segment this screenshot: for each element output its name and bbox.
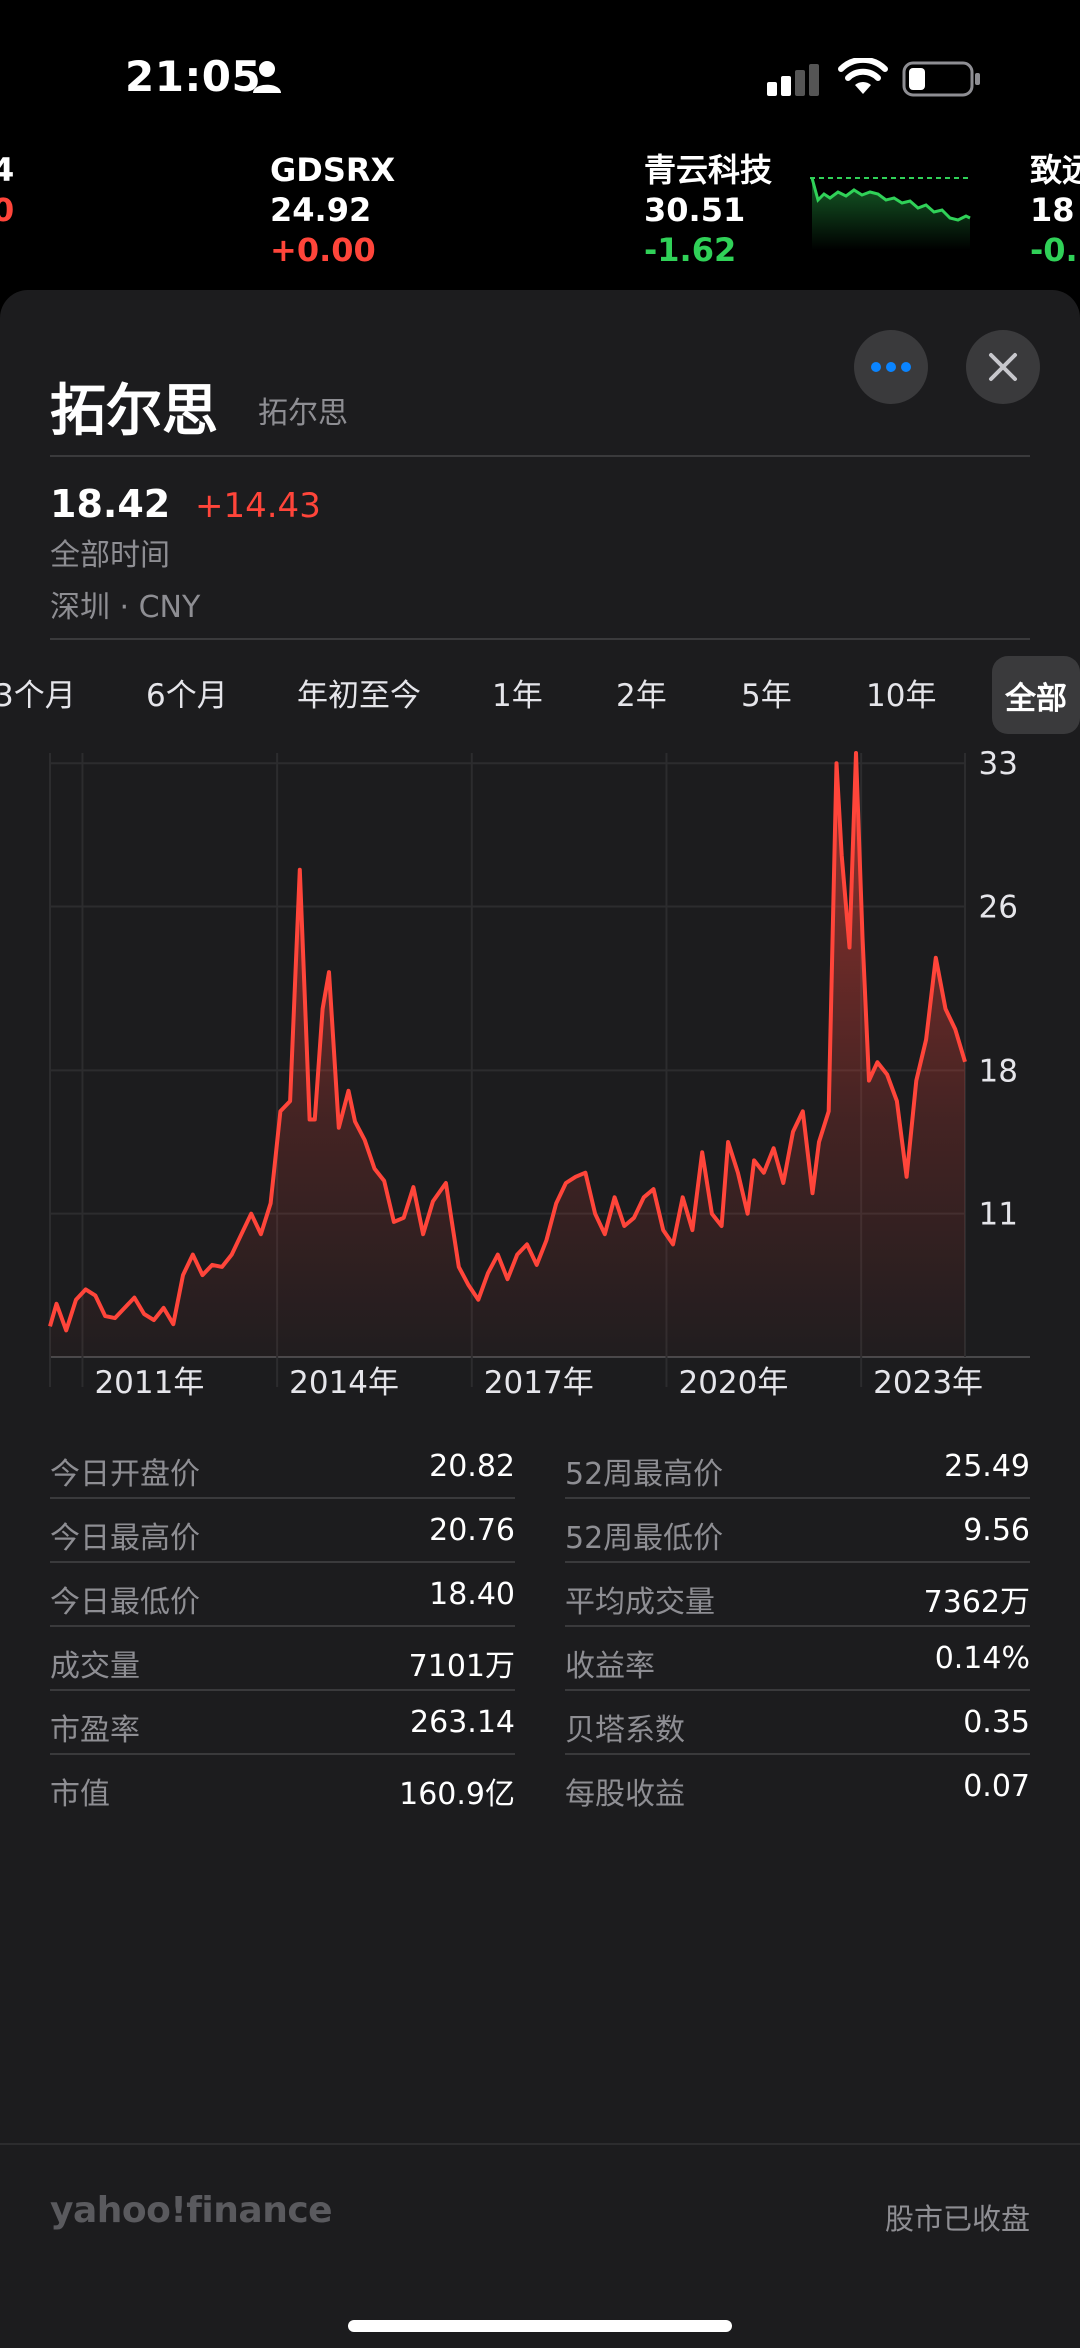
battery-icon [902, 61, 980, 97]
tab-all[interactable]: 全部 [992, 656, 1080, 734]
status-bar: 21:05 [0, 0, 1080, 160]
current-price: 18.42 [50, 482, 171, 526]
more-button[interactable] [854, 330, 928, 404]
price-line [48, 751, 967, 1333]
stock-detail-sheet: 拓尔思 拓尔思 18.42 +14.43 全部时间 深圳 · CNY 3个月 6… [0, 290, 1080, 2348]
tab-5y[interactable]: 5年 [741, 678, 792, 714]
divider [50, 455, 1030, 457]
close-icon [989, 353, 1017, 381]
ticker-price: 18 [1030, 191, 1075, 229]
market-status: 股市已收盘 [884, 2202, 1030, 2236]
ticker-price: 4 [0, 151, 15, 189]
range-tabs: 3个月 6个月 年初至今 1年 2年 5年 10年 全部 [0, 650, 1080, 734]
tab-3m[interactable]: 3个月 [0, 678, 76, 714]
stats-right: 52周最高价 25.49 52周最低价 9.56 平均成交量 7362万 收益率… [565, 1435, 1030, 1819]
stat-low: 今日最低价 18.40 [50, 1563, 515, 1627]
ticker-item[interactable]: 青云科技 30.51 -1.62 [644, 150, 772, 280]
stock-title: 拓尔思 [50, 379, 218, 444]
stat-high: 今日最高价 20.76 [50, 1499, 515, 1563]
ticker-item[interactable]: 4 0 [0, 150, 14, 280]
y-tick-label: 26 [979, 890, 1018, 926]
stat-yield: 收益率 0.14% [565, 1627, 1030, 1691]
ellipsis-icon [871, 362, 911, 372]
stat-52w-high: 52周最高价 25.49 [565, 1435, 1030, 1499]
x-tick-label: 2023年 [873, 1365, 983, 1401]
ticker-change: -0. [1030, 231, 1078, 269]
stock-subtitle: 拓尔思 [258, 396, 348, 431]
ticker-item[interactable]: 致远 18 -0. [1030, 150, 1080, 280]
person-icon [253, 61, 281, 93]
stat-52w-low: 52周最低价 9.56 [565, 1499, 1030, 1563]
cellular-signal-icon [767, 64, 819, 96]
yahoo-finance-logo[interactable]: yahoo!finance [50, 2190, 333, 2231]
stats-left: 今日开盘价 20.82 今日最高价 20.76 今日最低价 18.40 成交量 … [50, 1435, 515, 1819]
stat-market-cap: 市值 160.9亿 [50, 1777, 515, 1812]
ticker-item[interactable]: GDSRX 24.92 +0.00 [270, 150, 395, 280]
y-tick-label: 11 [979, 1197, 1018, 1233]
price-chart[interactable]: 33 26 18 11 2011年 2014年 2017年 2020年 2023年 [0, 745, 1080, 1435]
price-change: +14.43 [195, 486, 321, 526]
price-chart-svg: 33 26 18 11 2011年 2014年 2017年 2020年 2023年 [48, 746, 1030, 1435]
status-time: 21:05 [125, 52, 262, 101]
exchange-label: 深圳 · CNY [50, 590, 201, 625]
x-tick-label: 2020年 [678, 1365, 788, 1401]
y-tick-label: 18 [979, 1053, 1018, 1089]
stat-pe: 市盈率 263.14 [50, 1691, 515, 1755]
home-indicator [348, 2320, 732, 2332]
stat-avg-volume: 平均成交量 7362万 [565, 1563, 1030, 1627]
x-tick-label: 2017年 [484, 1365, 594, 1401]
ticker-change: +0.00 [270, 231, 376, 269]
wifi-icon [838, 58, 888, 94]
ticker-change: -1.62 [644, 231, 737, 269]
stat-open: 今日开盘价 20.82 [50, 1435, 515, 1499]
ticker-symbol: GDSRX [270, 151, 396, 189]
y-tick-label: 33 [979, 746, 1018, 782]
tab-1y[interactable]: 1年 [492, 678, 543, 714]
x-tick-label: 2014年 [289, 1365, 399, 1401]
price-area-fill [50, 753, 965, 1357]
tab-2y[interactable]: 2年 [616, 678, 667, 714]
ticker-sparkline [810, 177, 971, 250]
divider [50, 638, 1030, 640]
stat-eps: 每股收益 0.07 [565, 1769, 1030, 1812]
stat-beta: 贝塔系数 0.35 [565, 1691, 1030, 1755]
stat-volume: 成交量 7101万 [50, 1627, 515, 1691]
tab-ytd[interactable]: 年初至今 [297, 678, 421, 714]
tab-6m[interactable]: 6个月 [146, 678, 228, 714]
x-tick-label: 2011年 [94, 1365, 204, 1401]
footer-divider [0, 2143, 1080, 2145]
ticker-price: 30.51 [644, 191, 746, 229]
ticker-price: 24.92 [270, 191, 372, 229]
ticker-change: 0 [0, 191, 15, 229]
tab-10y[interactable]: 10年 [866, 678, 937, 714]
range-label: 全部时间 [50, 538, 170, 573]
close-button[interactable] [966, 330, 1040, 404]
ticker-symbol: 致远 [1030, 151, 1080, 189]
ticker-symbol: 青云科技 [644, 151, 773, 189]
